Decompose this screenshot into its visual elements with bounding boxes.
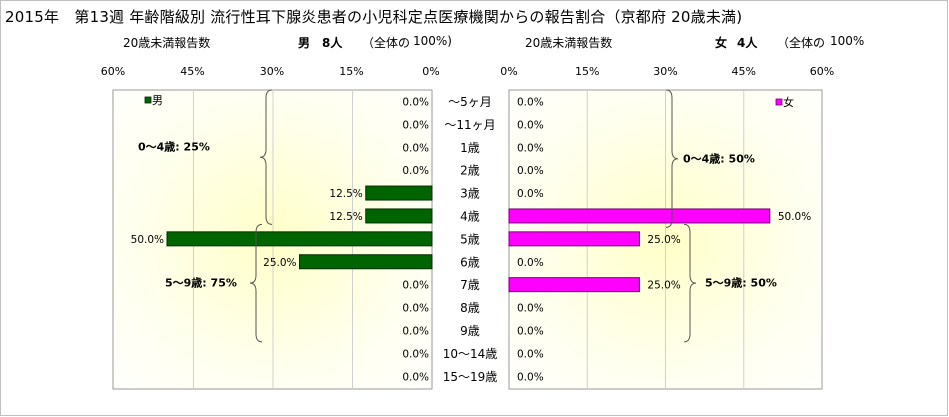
right-report-label: 20歳未満報告数 [525,36,613,50]
male-bar [299,254,433,270]
category-label: 9歳 [460,324,480,338]
female-value-label: 0.0% [517,371,544,383]
male-value-label: 0.0% [402,325,429,337]
right-sex-label: 女 [715,36,728,50]
male-value-label: 12.5% [329,188,362,200]
female-value-label: 0.0% [517,119,544,131]
right-age-0-4-brace [665,89,679,228]
female-value-label: 0.0% [517,142,544,154]
male-value-label: 50.0% [131,234,164,246]
category-label: 1歳 [460,141,480,155]
male-bar [365,185,433,201]
left-x-tick-label: 45% [180,65,204,78]
right-group-0-4-label: 0～4歳: 50% [683,152,755,166]
left-total-label: （全体の [362,36,411,50]
category-label: ～5ヶ月 [448,95,492,109]
left-x-tick-label: 15% [339,65,363,78]
female-value-label: 0.0% [517,188,544,200]
right-x-tick-label: 30% [653,65,677,78]
female-value-label: 0.0% [517,348,544,360]
female-value-label: 0.0% [517,165,544,177]
left-total-pct: 100%) [413,34,452,48]
right-total-pct: 100% [830,34,865,48]
male-legend-swatch [144,96,152,104]
right-count: 4人 [737,36,758,50]
right-age-5-9-brace [683,223,697,343]
male-bar [365,208,433,224]
category-label: 5歳 [460,232,480,246]
female-legend-label: 女 [783,95,794,109]
right-x-tick-label: 60% [810,65,834,78]
male-bar [166,231,433,247]
category-label: ～11ヶ月 [444,118,495,132]
left-group-0-4-label: 0～4歳: 25% [138,140,210,154]
female-bar [508,208,771,224]
male-value-label: 0.0% [402,142,429,154]
male-value-label: 0.0% [402,119,429,131]
category-label: 6歳 [460,255,480,269]
right-x-tick-label: 15% [575,65,599,78]
chart-title: 2015年 第13週 年齢階級別 流行性耳下腺炎患者の小児科定点医療機関からの報… [5,8,743,26]
male-value-label: 0.0% [402,371,429,383]
category-label: 7歳 [460,278,480,292]
left-x-tick-label: 30% [260,65,284,78]
male-value-label: 0.0% [402,303,429,315]
right-total-label: （全体の [777,36,826,50]
female-value-label: 50.0% [778,211,811,223]
left-age-0-4-brace [259,89,273,225]
category-label: 10～14歳 [443,347,498,361]
female-value-label: 0.0% [517,96,544,108]
male-value-label: 0.0% [402,165,429,177]
category-label: 15～19歳 [443,370,498,384]
male-value-label: 25.0% [263,257,296,269]
female-value-label: 25.0% [647,280,680,292]
category-label: 2歳 [460,164,480,178]
female-value-label: 0.0% [517,325,544,337]
female-bar [508,277,640,293]
category-label: 3歳 [460,187,480,201]
female-value-label: 25.0% [647,234,680,246]
left-group-5-9-label: 5～9歳: 75% [165,276,237,290]
male-value-label: 0.0% [402,348,429,360]
female-bar [508,231,640,247]
male-value-label: 0.0% [402,280,429,292]
category-label: 8歳 [460,301,480,315]
left-count: 8人 [322,36,343,50]
male-legend-label: 男 [152,94,163,107]
male-value-label: 0.0% [402,96,429,108]
female-legend-swatch [775,98,783,106]
left-x-tick-label: 0% [422,65,439,78]
left-sex-label: 男 [298,36,311,50]
category-label: 4歳 [460,209,480,223]
right-group-5-9-label: 5～9歳: 50% [705,276,777,290]
left-age-5-9-brace [249,223,263,343]
right-x-tick-label: 45% [732,65,756,78]
female-value-label: 0.0% [517,303,544,315]
left-report-label: 20歳未満報告数 [123,36,211,50]
right-x-tick-label: 0% [500,65,517,78]
female-value-label: 0.0% [517,257,544,269]
male-value-label: 12.5% [329,211,362,223]
left-x-tick-label: 60% [101,65,125,78]
